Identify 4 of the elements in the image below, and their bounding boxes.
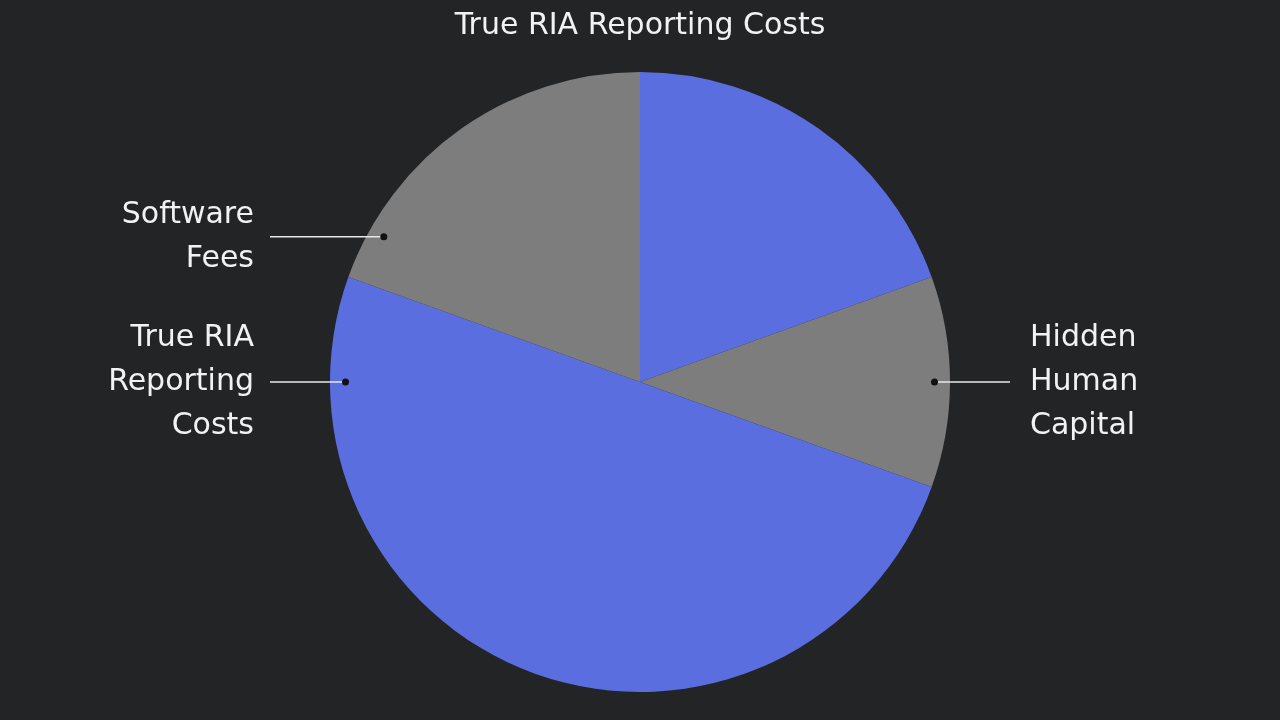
slice-label: True RIA Reporting Costs [108,317,255,441]
chart-title: True RIA Reporting Costs [453,5,826,41]
slice-label: Hidden Human Capital [1030,317,1139,441]
slice-label: Software Fees [121,194,254,274]
